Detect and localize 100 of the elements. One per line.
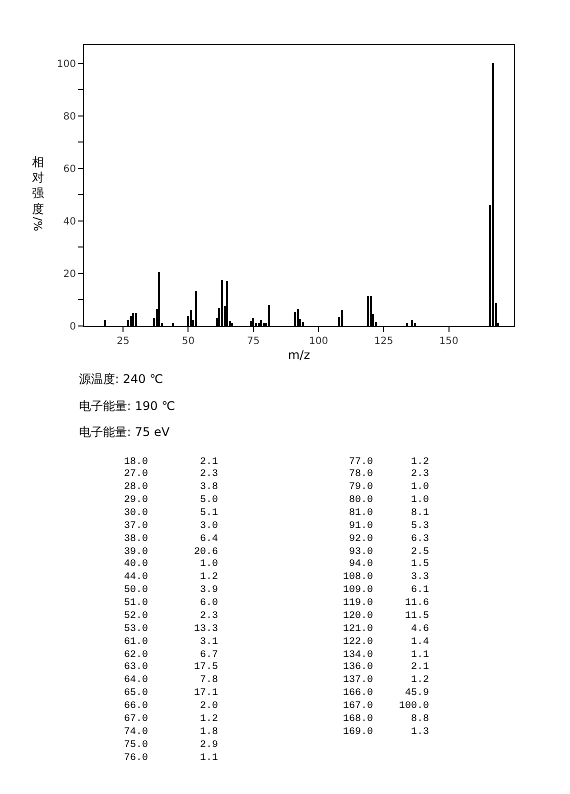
y-tick-label: 40 [63,216,76,228]
text: 2.0 [200,701,218,712]
text: 38.0 [124,534,148,545]
y-tick-label: 20 [63,268,76,280]
text: 61.0 [124,637,148,648]
text: 1.1 [200,753,218,764]
text: 76.0 [124,753,148,764]
text: 120.0 [343,611,374,622]
text: 28.0 [124,482,148,493]
text: 37.0 [124,521,148,532]
text: 66.0 [124,701,148,712]
text: 4.6 [411,624,430,635]
text: 100.0 [399,701,430,712]
text: 8.1 [411,508,430,519]
text: 50.0 [124,585,148,596]
text: 169.0 [343,727,374,738]
text: 18.0 [124,457,148,468]
text: 1.8 [200,727,218,738]
text: 45.9 [405,688,430,699]
text: 109.0 [343,585,374,596]
text: 65.0 [124,688,148,699]
text: 1.0 [200,559,218,570]
text: 电子能量: 190 ℃ [79,399,176,413]
text: 91.0 [349,521,374,532]
text: 77.0 [349,457,374,468]
text: 2.1 [200,457,218,468]
text: 92.0 [349,534,374,545]
text: 17.5 [194,662,218,673]
y-tick-label: 60 [63,164,76,175]
text: 122.0 [343,637,374,648]
text: 29.0 [124,495,148,506]
text: 30.0 [124,508,148,519]
text: 74.0 [124,727,148,738]
text: 121.0 [343,624,374,635]
text: 20.6 [194,547,218,558]
y-axis-title: 相对强度/% [31,155,44,232]
text: 2.1 [411,662,430,673]
text: 3.8 [200,482,218,493]
text: 17.1 [194,688,218,699]
text: 1.1 [411,650,430,661]
text: 3.0 [200,521,218,532]
text: 1.0 [411,482,430,493]
text: 80.0 [349,495,374,506]
text: 51.0 [124,598,148,609]
text: 108.0 [343,572,374,583]
text: 52.0 [124,611,148,622]
x-tick-label: 125 [374,336,394,347]
text: 源温度: 240 ℃ [79,372,164,386]
text: 13.3 [194,624,218,635]
text: 62.0 [124,650,148,661]
text: 94.0 [349,559,374,570]
text: 3.9 [200,585,218,596]
text: 44.0 [124,572,148,583]
text: 75.0 [124,740,148,751]
text: 6.4 [200,534,218,545]
text: 1.2 [411,675,430,686]
x-tick-label: 100 [309,336,328,347]
text: 40.0 [124,559,148,570]
x-tick-label: 150 [439,336,458,347]
text: 3.3 [411,572,430,583]
text: 电子能量: 75 eV [79,425,170,439]
text: 11.6 [405,598,430,609]
text: 1.2 [200,714,218,725]
text: 2.5 [411,547,430,558]
text: 1.0 [411,495,430,506]
text: 5.3 [411,521,430,532]
text: 3.1 [200,637,218,648]
text: 93.0 [349,547,374,558]
text: 6.3 [411,534,430,545]
text: 119.0 [343,598,374,609]
text: 1.2 [411,457,430,468]
x-axis-title: m/z [288,348,310,362]
text: 2.3 [200,469,218,480]
text: 1.2 [200,572,218,583]
text: 1.4 [411,637,430,648]
text: 79.0 [349,482,374,493]
text: 168.0 [343,714,374,725]
text: 2.3 [200,611,218,622]
text: 81.0 [349,508,374,519]
text: 6.1 [411,585,430,596]
x-tick-label: 75 [247,336,260,347]
text: 1.5 [411,559,430,570]
y-tick-label: 80 [63,111,76,122]
y-tick-label: 100 [56,58,76,70]
text: 6.0 [200,598,218,609]
text: 136.0 [343,662,374,673]
text: 67.0 [124,714,148,725]
text: 134.0 [343,650,374,661]
text: 7.8 [200,675,218,686]
text: 27.0 [124,469,148,480]
text: 8.8 [411,714,430,725]
text: 167.0 [343,701,374,712]
text: 78.0 [349,469,374,480]
x-tick-label: 25 [116,336,130,347]
text: 166.0 [343,688,374,699]
text: 2.9 [200,740,218,751]
y-tick-label: 0 [70,322,76,332]
text: 5.1 [200,508,218,519]
text: 1.3 [411,727,430,738]
text: 63.0 [124,662,148,673]
